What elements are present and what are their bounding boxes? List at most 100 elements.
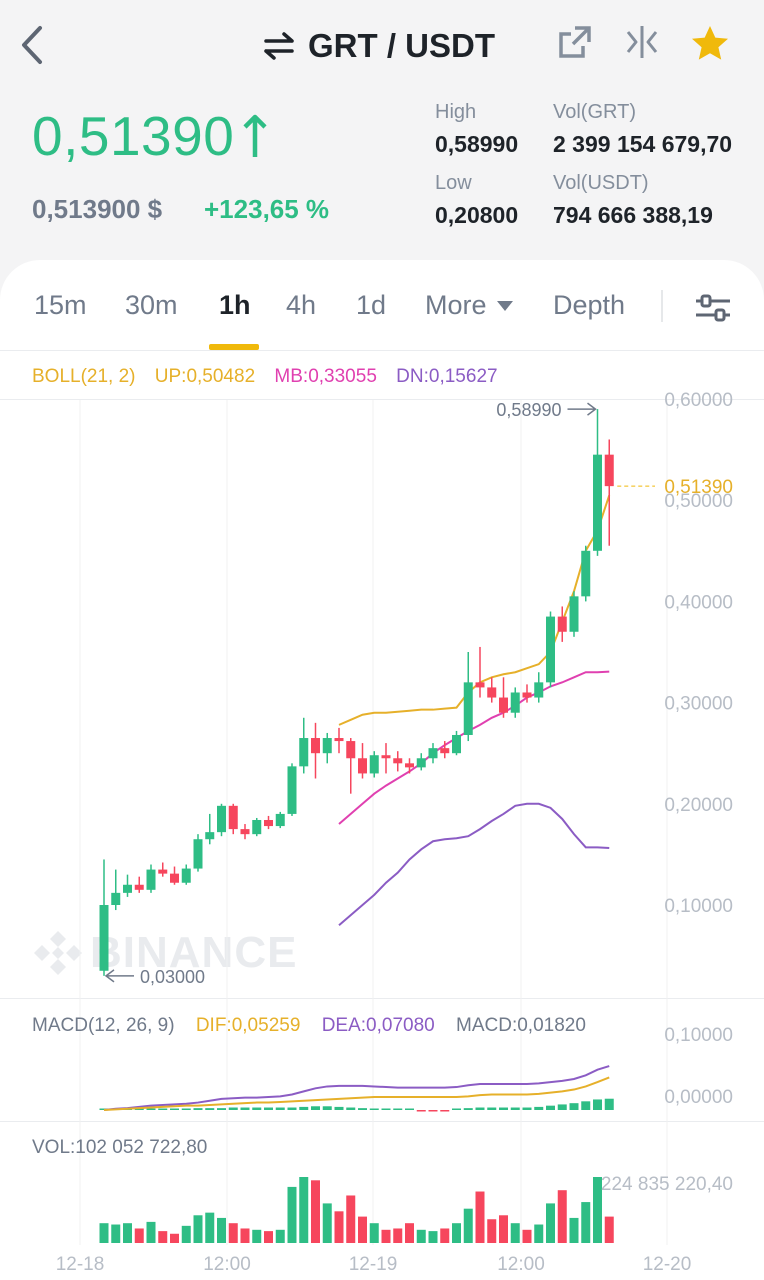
volume-bar [463,1208,473,1243]
macd-hist-bar [158,1108,168,1110]
macd-hist-bar [334,1106,344,1110]
chart-settings-button[interactable] [694,290,732,326]
tab-more[interactable]: More [425,290,513,321]
macd-tick-label: 0,00000 [664,1087,733,1108]
candle-body [264,819,273,827]
low-value: 0,20800 [435,202,519,228]
volume-bar [346,1195,356,1243]
macd-hist-bar [252,1107,262,1110]
macd-divider [0,1121,764,1122]
macd-hist-bar [499,1107,508,1110]
candle-body [181,868,191,883]
pair-title: GRT / USDT [308,27,495,64]
candle-body [546,616,555,683]
volume-bar [228,1223,238,1243]
favorite-button[interactable] [690,24,730,64]
current-price-label: 0,51390 [664,477,733,498]
macd-hist-bar [146,1108,156,1110]
fiat-price: 0,513900 $ [32,194,163,224]
macd-hist-bar [287,1107,297,1110]
volume-bar [334,1211,344,1243]
low-marker-arrow [104,969,134,983]
candle-body [510,692,520,713]
y-tick-label: 0,10000 [664,896,733,917]
macd-hist-bar [205,1108,215,1110]
volume-bar [369,1223,379,1243]
last-price-value: 0,51390 [32,105,235,167]
high-label: High [435,101,477,123]
volume-bar [499,1215,508,1243]
candle-body [369,755,379,774]
volume-bar [275,1229,285,1243]
interval-tabs: 15m 30m 1h 4h 1d More Depth [0,268,764,350]
volume-bar [299,1177,309,1243]
vol-usdt-value: 794 666 388,19 [553,202,713,228]
candle-body [463,682,473,735]
external-link-icon [559,26,591,58]
macd-tick-label: 0,10000 [664,1025,733,1046]
caret-down-icon [496,300,513,311]
volume-bar [428,1231,438,1243]
x-tick-label: 12:00 [203,1254,251,1275]
candle-body [99,905,109,971]
x-tick-label: 12-20 [643,1254,692,1275]
tab-depth[interactable]: Depth [553,290,626,320]
candle-body [428,748,438,759]
high-marker-label: 0,58990 [496,400,561,420]
swap-icon [264,32,294,60]
tab-1d[interactable]: 1d [356,290,387,320]
macd-hist-bar [416,1110,426,1112]
tab-30m[interactable]: 30m [125,290,178,320]
tab-4h[interactable]: 4h [286,290,317,320]
macd-hist-bar [358,1108,367,1110]
compare-icon [626,26,658,58]
volume-bar [158,1231,168,1243]
volume-bar [604,1216,614,1243]
macd-hist-bar [593,1099,602,1110]
macd-hist-bar [346,1107,356,1110]
macd-hist-bar [487,1107,497,1110]
boll-mb: MB:0,33055 [274,366,377,387]
binance-logo-icon [34,931,82,975]
volume-bar [205,1212,215,1243]
y-tick-label: 0,20000 [664,795,733,816]
candle-body [416,758,426,768]
arrow-up-icon [243,114,267,157]
volume-bar [111,1224,121,1243]
y-tick-label: 0,60000 [664,390,733,411]
candle-body [134,884,144,890]
candle-body [604,454,614,487]
active-tab-indicator [209,344,259,350]
macd-hist-bar [534,1106,544,1110]
volume-bar [393,1228,403,1243]
pair-selector[interactable]: GRT / USDT [262,24,495,68]
vol-grt-label: Vol(GRT) [553,101,636,123]
candle-body [346,741,356,759]
macd-dif-line [103,1076,610,1111]
macd-hist-bar [475,1107,485,1110]
boll-legend: BOLL(21, 2) UP:0,50482 MB:0,33055 DN:0,1… [32,366,512,388]
macd-hist-bar [228,1107,238,1110]
external-link-button[interactable] [557,24,597,64]
vol-grt-value: 2 399 154 679,70 [553,131,733,157]
candle-body [217,805,226,833]
tab-separator [661,290,663,322]
candle-body [381,755,391,759]
top-bar: GRT / USDT [0,0,764,92]
volume-bar [581,1202,591,1243]
macd-hist-bar [569,1103,579,1110]
macd-hist-bar [181,1108,191,1110]
candle-body [228,805,238,830]
macd-hist-bar [393,1108,403,1110]
candle-body [522,692,532,698]
volume-bar [557,1190,567,1243]
settings-sliders-icon [696,294,730,322]
back-button[interactable] [14,22,50,68]
macd-hist-bar [217,1108,226,1110]
tab-1h[interactable]: 1h [219,290,251,320]
volume-bar [311,1180,320,1243]
tab-15m[interactable]: 15m [34,290,87,320]
candle-body [358,758,367,774]
compare-button[interactable] [622,24,662,64]
